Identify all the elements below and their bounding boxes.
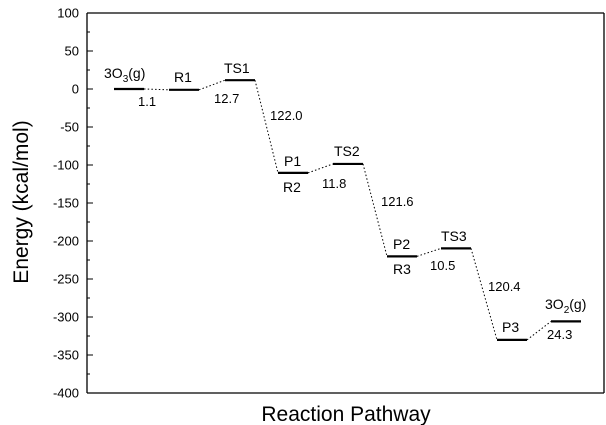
connector-line bbox=[526, 321, 552, 341]
dotted-connectors bbox=[143, 79, 552, 341]
state-label-p1: P1 bbox=[284, 153, 301, 169]
y-tick-labels: 100 50 0 -50 -100 -150 -200 -250 -300 -350 -400 bbox=[53, 6, 79, 401]
state-label-3o3: 3O3(g) bbox=[104, 65, 145, 85]
connector-line bbox=[307, 163, 334, 174]
gap-label-7: 120.4 bbox=[488, 279, 521, 294]
state-label-ts2: TS2 bbox=[334, 143, 360, 159]
y-tick-label: -350 bbox=[53, 348, 79, 363]
state-label-r2: R2 bbox=[283, 179, 301, 195]
y-axis-title: Energy (kcal/mol) bbox=[10, 120, 33, 283]
state-label-p2: P2 bbox=[393, 236, 410, 252]
y-tick-label: -300 bbox=[53, 310, 79, 325]
y-tick-label: -100 bbox=[53, 158, 79, 173]
state-label-3o2: 3O2(g) bbox=[545, 296, 586, 316]
connector-line bbox=[254, 80, 279, 174]
y-tick-label: 100 bbox=[57, 6, 79, 21]
plot-axes bbox=[86, 12, 605, 394]
state-label-p3: P3 bbox=[502, 319, 519, 335]
state-label-r1: R1 bbox=[174, 69, 192, 85]
connector-line bbox=[143, 88, 170, 91]
x-axis-title: Reaction Pathway bbox=[261, 403, 431, 425]
y-tick-label: -150 bbox=[53, 196, 79, 211]
y-tick-label: 0 bbox=[72, 82, 79, 97]
gap-label-6: 10.5 bbox=[430, 258, 455, 273]
gap-label-4: 11.8 bbox=[322, 176, 346, 191]
state-label-ts3: TS3 bbox=[441, 228, 467, 244]
connector-line bbox=[362, 163, 388, 257]
energy-levels bbox=[114, 79, 581, 341]
y-tick-label: -200 bbox=[53, 234, 79, 249]
connector-line bbox=[416, 247, 442, 257]
y-tick-label: 50 bbox=[65, 44, 79, 59]
gap-label-8: 24.3 bbox=[547, 327, 572, 342]
gap-label-1: 1.1 bbox=[138, 94, 156, 109]
y-tick-label: -50 bbox=[60, 120, 79, 135]
y-tick-label: -400 bbox=[53, 386, 79, 401]
state-label-ts1: TS1 bbox=[224, 60, 250, 76]
connector-line bbox=[198, 79, 226, 91]
y-tick-label: -250 bbox=[53, 272, 79, 287]
state-label-r3: R3 bbox=[393, 261, 411, 277]
gap-label-2: 12.7 bbox=[214, 91, 239, 106]
connector-line bbox=[470, 248, 498, 341]
gap-label-3: 122.0 bbox=[270, 108, 303, 123]
gap-label-5: 121.6 bbox=[381, 194, 414, 209]
